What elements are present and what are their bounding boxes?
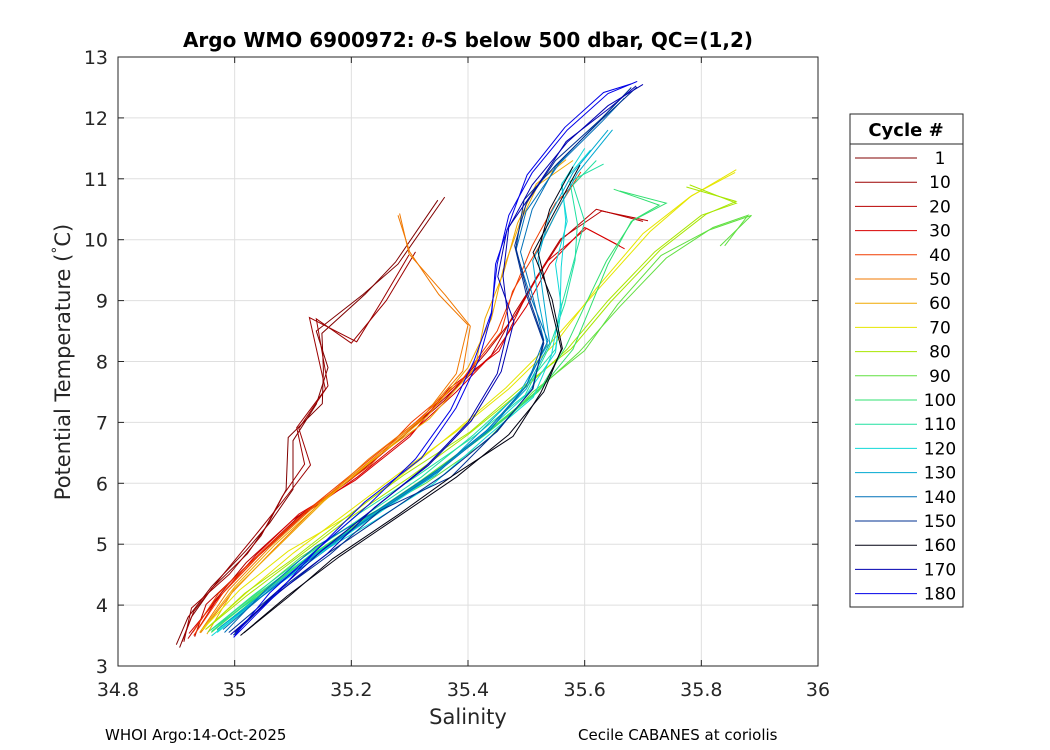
y-axis-label-unit: C)	[51, 224, 75, 247]
series-lines	[175, 80, 752, 648]
legend: Cycle # 11020304050607080901001101201301…	[849, 113, 964, 608]
legend-label: 50	[929, 270, 951, 290]
legend-title: Cycle #	[868, 120, 943, 141]
series-line-130	[216, 129, 609, 630]
series-line-150-b	[232, 86, 638, 636]
x-tick-label: 35.2	[330, 679, 372, 701]
series-line-90-b	[207, 214, 752, 633]
series-line-110-b	[211, 163, 604, 632]
y-tick-label: 8	[96, 352, 108, 374]
footer-author: Cecile CABANES at coriolis	[578, 726, 778, 744]
chart-title-theta: θ	[422, 28, 436, 52]
chart-title: Argo WMO 6900972: θ-S below 500 dbar, QC…	[183, 28, 753, 52]
legend-label: 80	[929, 343, 951, 363]
y-tick-label: 12	[84, 108, 108, 130]
series-line-180-b	[233, 83, 632, 638]
axis-ticks: 34.8 35 35.2 35.4 35.6 35.8 36 3 4 5 6 7 8 9 10 11 12 13	[84, 47, 830, 701]
y-tick-label: 5	[96, 534, 108, 556]
series-line-160	[240, 166, 574, 636]
series-line-1	[175, 196, 446, 645]
legend-box	[849, 113, 964, 608]
y-tick-label: 11	[84, 169, 108, 191]
y-tick-label: 9	[96, 291, 108, 313]
legend-label: 140	[924, 488, 956, 508]
x-tick-label: 34.8	[97, 679, 139, 701]
y-tick-label: 6	[96, 473, 108, 495]
series-line-60-b	[206, 159, 567, 635]
series-line-80-b	[207, 186, 738, 629]
series-line-10	[181, 251, 416, 642]
y-tick-label: 10	[84, 230, 108, 252]
y-tick-label: 7	[96, 412, 108, 434]
x-tick-label: 35	[223, 679, 247, 701]
y-tick-label: 4	[96, 595, 108, 617]
legend-label: 180	[924, 585, 956, 605]
series-line-30-b	[188, 227, 625, 634]
legend-label: 60	[929, 294, 951, 314]
series-line-10-b	[183, 254, 410, 642]
series-line-50	[199, 215, 469, 633]
chart-title-prefix: Argo WMO 6900972:	[183, 28, 422, 52]
x-tick-label: 36	[806, 679, 830, 701]
legend-label: 40	[929, 246, 951, 266]
legend-label: 160	[924, 536, 956, 556]
x-tick-label: 35.8	[680, 679, 722, 701]
legend-label: 130	[924, 464, 956, 484]
legend-label: 150	[924, 512, 956, 532]
legend-label: 170	[924, 560, 956, 580]
footer-credit: WHOI Argo:14-Oct-2025	[105, 726, 287, 744]
y-axis-label-main: Potential Temperature (	[51, 254, 75, 501]
series-line-70	[205, 169, 737, 630]
series-line-130-b	[220, 129, 613, 628]
legend-label: 110	[924, 415, 956, 435]
legend-label: 20	[929, 197, 951, 217]
legend-label: 10	[929, 173, 951, 193]
x-axis-label: Salinity	[429, 705, 507, 729]
legend-label: 70	[929, 318, 951, 338]
series-line-160-b	[243, 164, 581, 634]
series-line-40	[193, 172, 586, 636]
legend-label: 120	[924, 439, 956, 459]
y-axis-label: Potential Temperature (°C)	[50, 224, 75, 500]
y-axis-label-degree: °	[50, 247, 66, 254]
series-line-170-b	[230, 85, 637, 635]
legend-items: 1102030405060708090100110120130140150160…	[855, 149, 956, 605]
y-tick-label: 3	[96, 656, 108, 678]
chart-title-suffix: -S below 500 dbar, QC=(1,2)	[435, 28, 753, 52]
x-tick-label: 35.6	[564, 679, 606, 701]
y-tick-label: 13	[84, 47, 108, 69]
series-line-20	[187, 208, 644, 639]
x-tick-label: 35.4	[447, 679, 489, 701]
legend-label: 90	[929, 367, 951, 387]
legend-label: 30	[929, 222, 951, 242]
series-line-180	[234, 80, 638, 636]
series-line-70-b	[201, 171, 736, 631]
legend-label: 1	[935, 149, 946, 169]
legend-label: 100	[924, 391, 956, 411]
